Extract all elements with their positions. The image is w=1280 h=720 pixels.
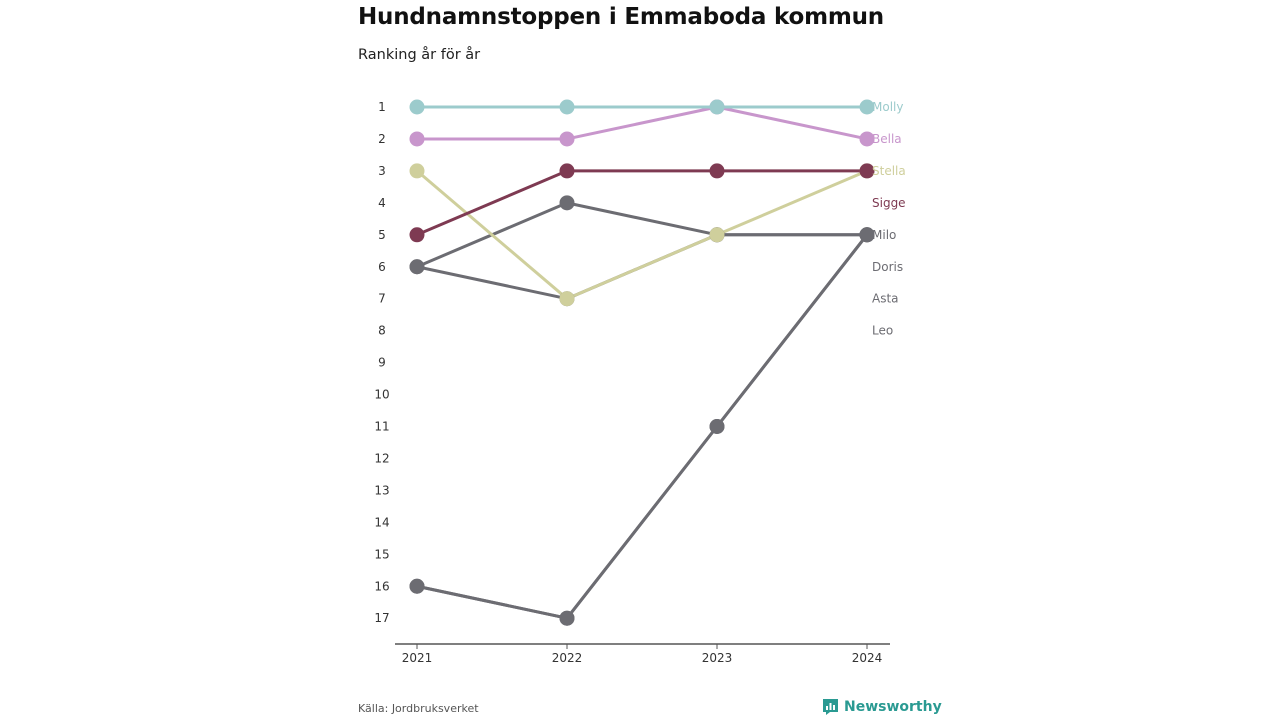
brand-logo[interactable]: Newsworthy bbox=[822, 698, 942, 716]
series-line-sigge bbox=[415, 169, 869, 237]
bar-chart-logo-icon bbox=[823, 699, 838, 715]
data-point-sigge bbox=[409, 227, 425, 243]
data-point-molly bbox=[709, 99, 725, 115]
data-point-bella bbox=[559, 131, 575, 147]
data-point-milo bbox=[409, 578, 425, 594]
y-tick-label: 16 bbox=[374, 579, 389, 593]
brand-name: Newsworthy bbox=[844, 699, 942, 715]
data-point-milo bbox=[859, 227, 875, 243]
x-tick-label: 2023 bbox=[702, 651, 733, 665]
chart-title: Hundnamnstoppen i Emmaboda kommun bbox=[358, 4, 884, 30]
end-label-milo: Milo bbox=[872, 228, 896, 242]
data-point-doris bbox=[409, 259, 425, 275]
end-label-leo: Leo bbox=[872, 324, 893, 338]
y-tick-label: 2 bbox=[378, 132, 386, 146]
x-tick-label: 2024 bbox=[852, 651, 883, 665]
y-tick-label: 13 bbox=[374, 483, 389, 497]
data-point-sigge bbox=[559, 163, 575, 179]
series-line-stella bbox=[415, 169, 869, 301]
y-tick-label: 15 bbox=[374, 547, 389, 561]
y-tick-label: 5 bbox=[378, 228, 386, 242]
data-point-molly bbox=[859, 99, 875, 115]
y-tick-label: 12 bbox=[374, 451, 389, 465]
data-point-milo bbox=[709, 419, 725, 434]
data-point-sigge bbox=[859, 163, 875, 179]
chart-subtitle: Ranking år för år bbox=[358, 47, 481, 63]
source-note: Källa: Jordbruksverket bbox=[358, 702, 479, 715]
data-point-stella bbox=[559, 291, 575, 307]
data-point-stella bbox=[709, 227, 725, 243]
y-tick-label: 10 bbox=[374, 388, 389, 402]
x-tick-label: 2021 bbox=[402, 651, 433, 665]
y-tick-label: 14 bbox=[374, 515, 389, 529]
series-line-doris bbox=[415, 201, 869, 269]
y-tick-label: 17 bbox=[374, 611, 389, 625]
y-tick-label: 6 bbox=[378, 260, 386, 274]
y-tick-label: 7 bbox=[378, 292, 386, 306]
data-point-molly bbox=[559, 99, 575, 115]
y-tick-label: 3 bbox=[378, 164, 386, 178]
end-label-bella: Bella bbox=[872, 132, 902, 146]
data-point-bella bbox=[859, 131, 875, 147]
y-tick-label: 9 bbox=[378, 356, 386, 370]
y-tick-label: 11 bbox=[374, 420, 389, 434]
data-point-bella bbox=[409, 131, 425, 147]
data-point-doris bbox=[559, 195, 575, 211]
end-label-asta: Asta bbox=[872, 292, 899, 306]
data-point-milo bbox=[559, 610, 575, 626]
data-point-stella bbox=[409, 163, 425, 179]
end-label-sigge: Sigge bbox=[872, 196, 906, 210]
end-label-doris: Doris bbox=[872, 260, 903, 274]
series-line-milo bbox=[415, 233, 869, 620]
end-label-stella: Stella bbox=[872, 164, 906, 178]
y-tick-label: 1 bbox=[378, 100, 386, 114]
series-line-bella bbox=[415, 105, 869, 141]
x-tick-label: 2022 bbox=[552, 651, 583, 665]
data-point-molly bbox=[409, 99, 425, 115]
data-point-sigge bbox=[709, 163, 725, 179]
y-tick-label: 4 bbox=[378, 196, 386, 210]
end-label-molly: Molly bbox=[872, 100, 903, 114]
series-line-leo bbox=[415, 233, 869, 620]
y-tick-label: 8 bbox=[378, 324, 386, 338]
